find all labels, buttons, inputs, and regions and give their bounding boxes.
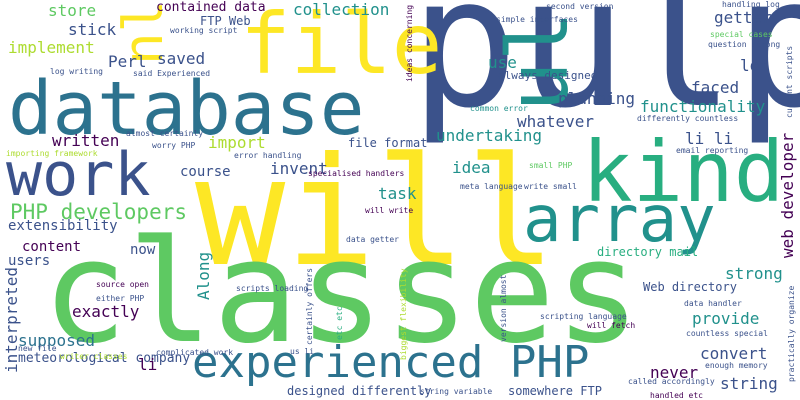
- word-log-writing: log writing: [50, 67, 103, 76]
- word-li-li: li li: [685, 129, 734, 148]
- word-email-reporting: email reporting: [676, 146, 749, 155]
- word-current-scripts: current scripts: [785, 45, 794, 118]
- word-web-developer: web developer: [778, 132, 797, 258]
- word-biggest-flexibility: biggest flexibility: [399, 268, 408, 360]
- word-worry-php: worry PHP: [152, 141, 196, 150]
- word-invent: invent: [270, 159, 328, 178]
- word-handled-etc: handled etc: [650, 391, 703, 400]
- word-error-handling: error handling: [234, 151, 302, 160]
- word-importing-framework: importing framework: [6, 149, 98, 158]
- word-task: task: [378, 184, 417, 203]
- word-directory-mail: directory mail: [597, 245, 699, 259]
- word-file-format: file format: [348, 136, 428, 150]
- word-string: string: [720, 374, 778, 393]
- word-written: written: [52, 131, 120, 150]
- word-will: will: [195, 126, 557, 300]
- word-whatever: whatever: [517, 112, 595, 131]
- word-etc-etc: etc etc: [335, 306, 344, 340]
- word-idea: idea: [452, 158, 491, 177]
- word-exactly: exactly: [72, 302, 140, 321]
- word-said-experienced: said Experienced: [133, 69, 211, 78]
- word-handling-log: handling log: [722, 0, 780, 9]
- word-supposed: supposed: [18, 331, 96, 350]
- word-file: file: [240, 0, 443, 93]
- word-stick: stick: [68, 20, 117, 39]
- word-store: store: [48, 1, 97, 20]
- word-content: content: [22, 239, 82, 255]
- word-work: work: [6, 140, 151, 210]
- word-complicated-work: complicated work: [156, 348, 234, 357]
- word-simple-interfaces: simple interfaces: [496, 15, 578, 24]
- word-strong: strong: [725, 264, 783, 283]
- word-saved: saved: [157, 49, 206, 68]
- word-never: never: [650, 363, 699, 382]
- word-ideas-concerning: ideas concerning: [405, 4, 414, 82]
- word-implement: implement: [8, 38, 95, 57]
- word-collection: collection: [293, 0, 390, 19]
- word-pulp: pulp: [410, 0, 800, 148]
- word-functionality: functionality: [640, 97, 766, 116]
- word-called-accordingly: called accordingly: [628, 377, 715, 386]
- word-undertaking: undertaking: [436, 126, 542, 145]
- word-enough-memory: enough memory: [705, 361, 768, 370]
- word-somewhere-ftp: somewhere FTP: [508, 384, 602, 398]
- word-experienced-php: experienced PHP: [192, 337, 590, 388]
- word-data-handler: data handler: [684, 299, 742, 308]
- word-classes: classes: [42, 210, 641, 375]
- word-import: import: [208, 133, 266, 152]
- word-course: course: [180, 164, 231, 180]
- word-small-php: small PHP: [529, 161, 573, 170]
- word-meta-language: meta language: [460, 182, 523, 191]
- word-contained-data: contained data: [156, 0, 266, 15]
- word-php-developers: PHP developers: [10, 200, 188, 224]
- word-version-almost: version almost: [499, 274, 508, 342]
- word-will-fetch: will fetch: [587, 321, 636, 330]
- word-new-file: new file: [18, 344, 57, 353]
- word-array: array: [523, 183, 716, 257]
- word-scripts-loading: scripts loading: [236, 284, 309, 293]
- word-interpreted: interpreted: [2, 267, 21, 373]
- word-source-open: source open: [96, 280, 149, 289]
- word-web-directory: Web directory: [643, 280, 737, 294]
- word-data-getter: data getter: [346, 235, 399, 244]
- word-either-php: either PHP: [96, 294, 145, 303]
- word-almost-certainly: almost certainly: [126, 129, 204, 138]
- word-specialised-handlers: specialised handlers: [308, 169, 405, 178]
- word-lot: lot: [740, 56, 769, 75]
- word-certainly-offers: certainly offers: [305, 267, 314, 345]
- word-second-version: second version: [546, 2, 614, 11]
- word-us-li: us li: [290, 347, 315, 356]
- word-common-error: common error: [470, 104, 528, 113]
- word-always-designed: always designed: [498, 69, 598, 82]
- word-convert: convert: [700, 344, 768, 363]
- word-users: users: [8, 253, 51, 269]
- word-planning: planning: [558, 89, 636, 108]
- word-designed-differently: designed differently: [287, 384, 432, 398]
- word-ftp-web: FTP Web: [200, 14, 251, 28]
- word-will-write: will write: [365, 206, 414, 215]
- word-faced: faced: [691, 78, 740, 97]
- word-special-cases: special cases: [710, 30, 773, 39]
- word-getter: getter: [714, 8, 772, 27]
- word-write-small: write small: [524, 182, 577, 191]
- word-question-strong: question strong: [708, 40, 781, 49]
- word-countless-special: countless special: [686, 329, 768, 338]
- word-database: database: [8, 66, 365, 152]
- word-extensibility: extensibility: [8, 218, 118, 234]
- word-practically-organize: practically organize: [787, 285, 796, 382]
- word-string-variable: string variable: [420, 387, 493, 396]
- word-provide: provide: [692, 309, 760, 328]
- word-writer-classes: writer classes: [60, 352, 128, 361]
- word-meteorological-company: meteorological company: [18, 351, 191, 366]
- word-li: li: [138, 355, 158, 374]
- word-perl: Perl: [108, 52, 147, 71]
- word-working-script: working script: [170, 26, 238, 35]
- word-along: Along: [194, 251, 213, 300]
- word-scripting-language: scripting language: [540, 312, 627, 321]
- word-differently-countless: differently countless: [637, 114, 739, 123]
- word-kind: kind: [582, 123, 785, 221]
- word-now: now: [130, 242, 156, 258]
- word-use: use: [488, 53, 517, 72]
